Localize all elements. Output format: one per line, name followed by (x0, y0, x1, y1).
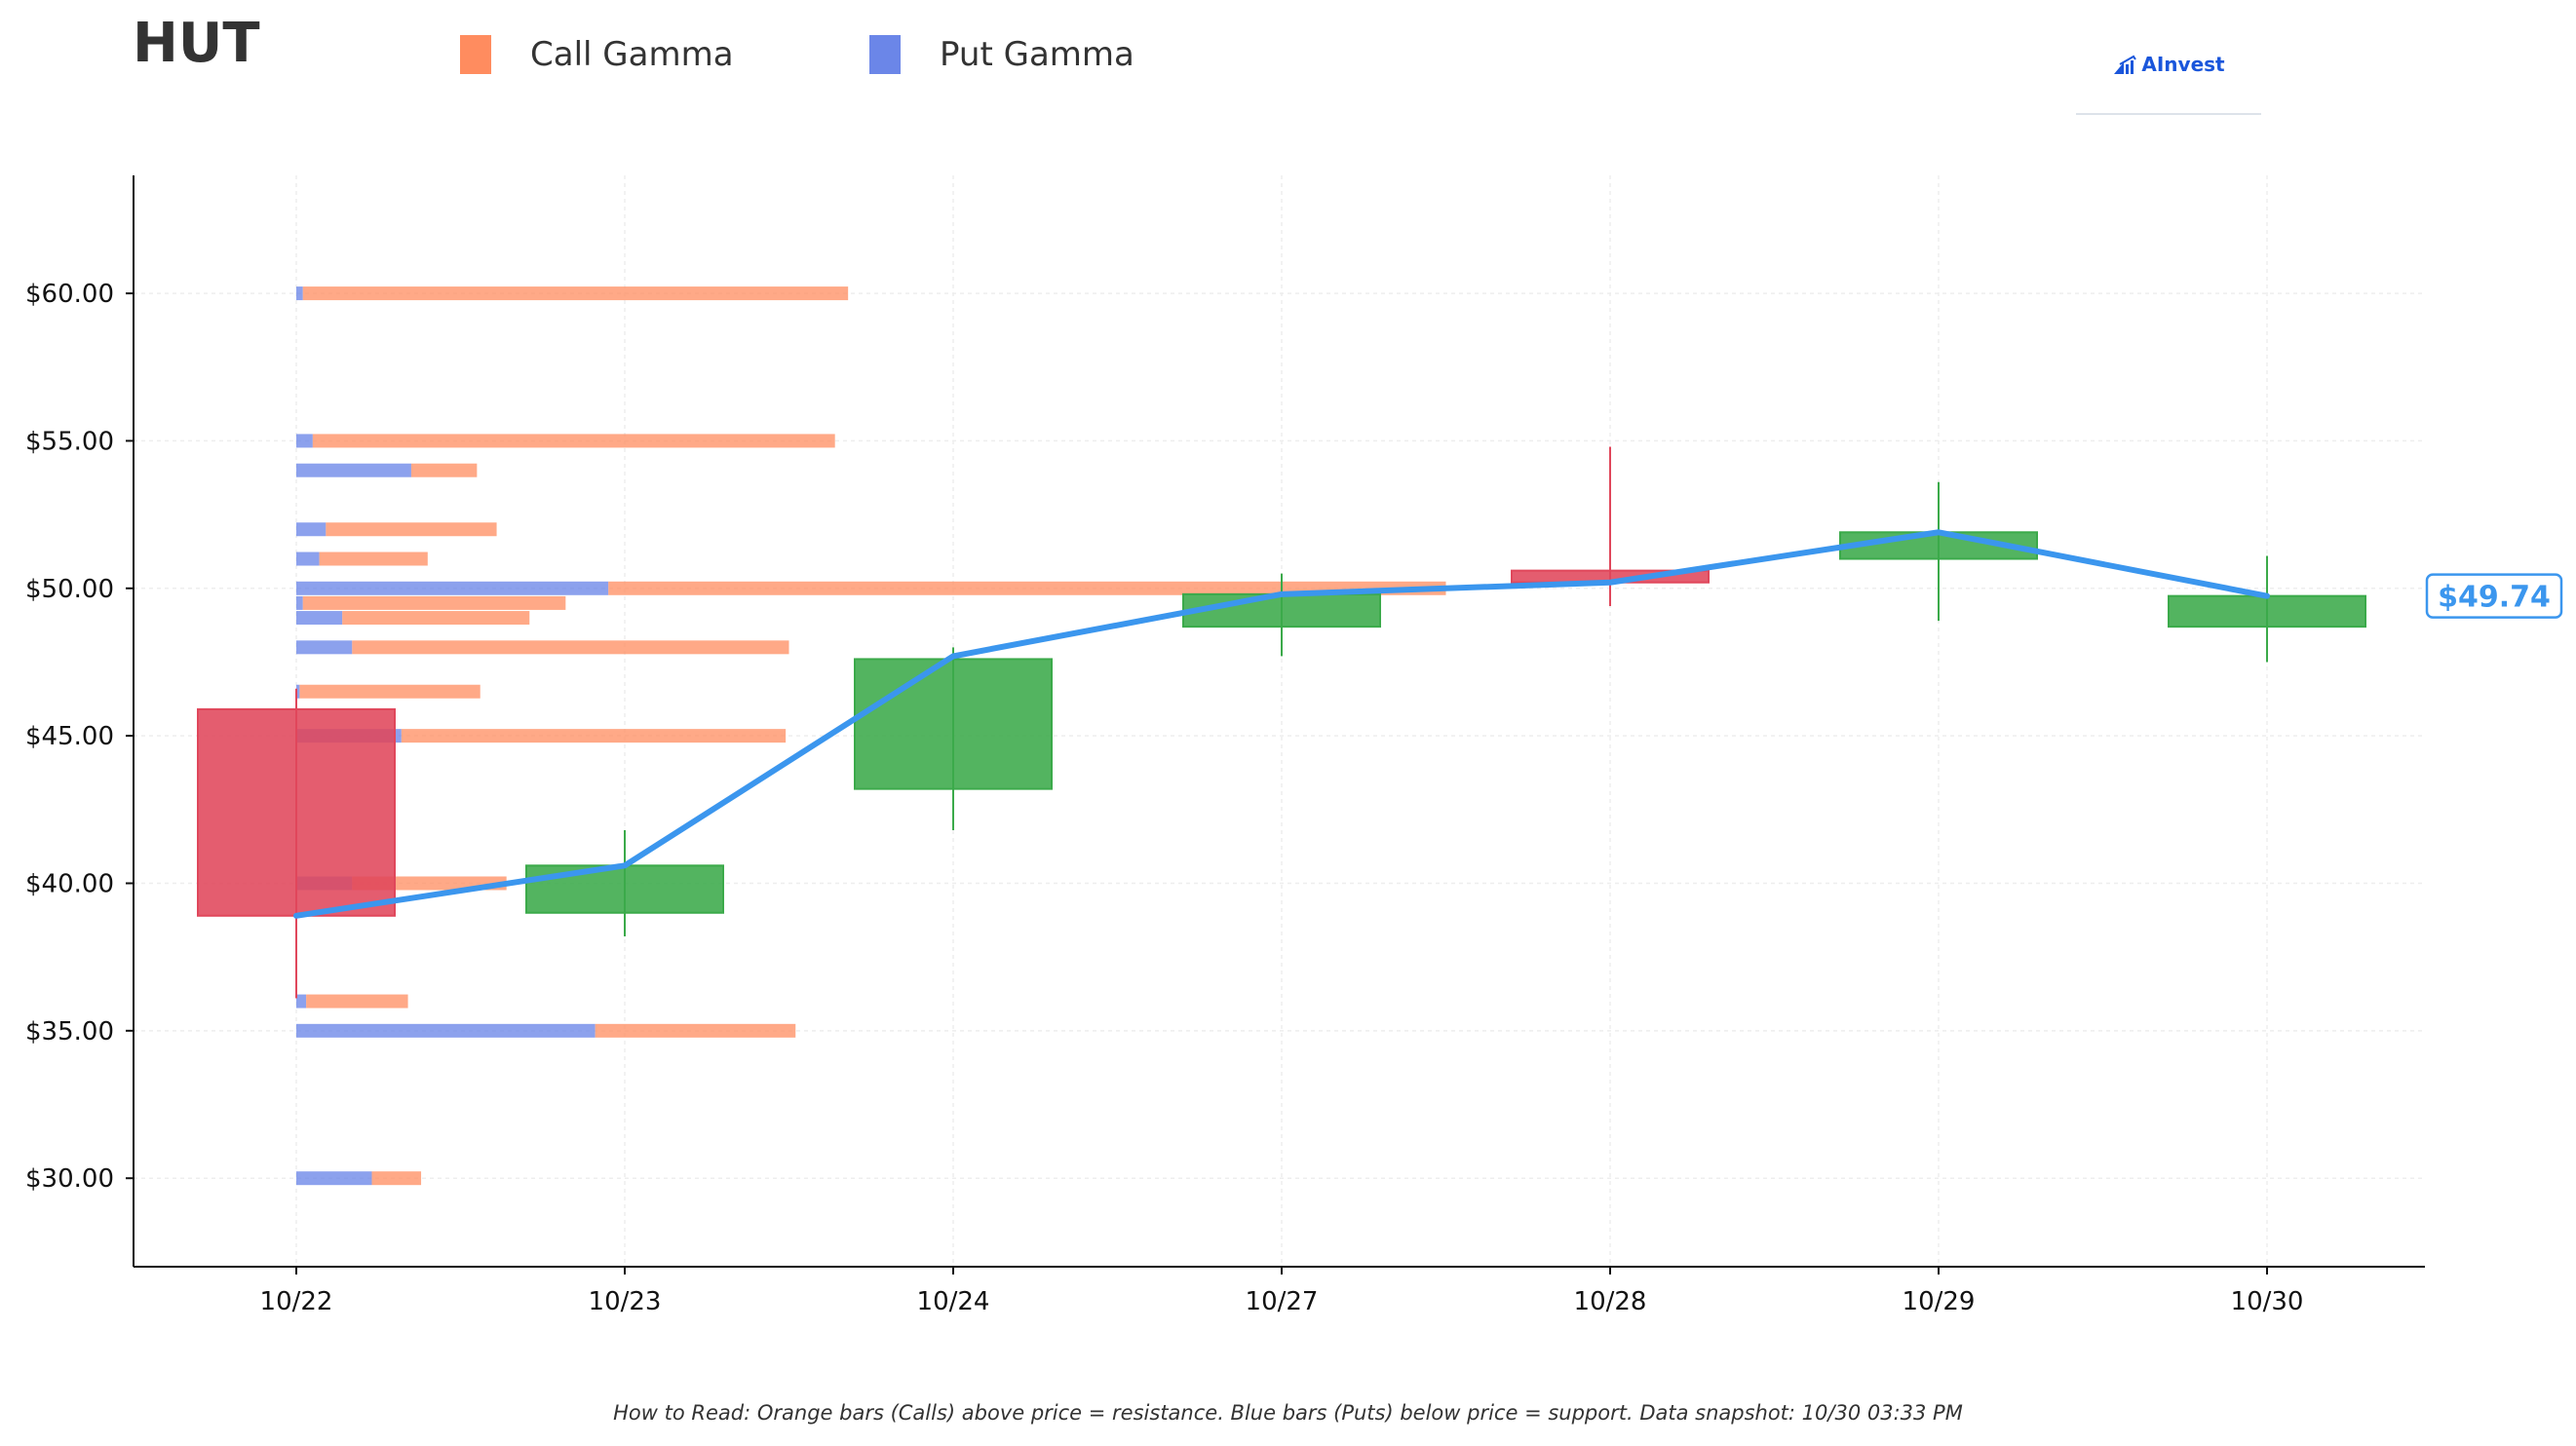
candle-body (197, 707, 396, 917)
grid-lines (134, 175, 2425, 1267)
call-gamma-bar (326, 522, 497, 537)
put-gamma-bar (296, 994, 307, 1008)
x-tick-label: 10/22 (260, 1287, 333, 1316)
y-tick-label: $55.00 (25, 427, 114, 456)
y-tick-label: $30.00 (25, 1164, 114, 1194)
candle-body (1182, 592, 1381, 628)
x-tick-label: 10/29 (1903, 1287, 1976, 1316)
price-label: $49.74 (2425, 573, 2563, 619)
put-gamma-bar (296, 1023, 596, 1038)
y-tick-label: $45.00 (25, 722, 114, 751)
call-gamma-bar (410, 463, 478, 477)
call-gamma-bar (302, 595, 566, 610)
close-price-line (293, 529, 2270, 919)
put-gamma-swatch (869, 35, 901, 74)
x-tick-label: 10/24 (917, 1287, 990, 1316)
x-tick-label: 10/30 (2231, 1287, 2304, 1316)
close-price-line (293, 529, 2270, 919)
candles (197, 446, 2366, 999)
ainvest-logo[interactable]: AInvest (2076, 49, 2261, 115)
chart-title: HUT (133, 12, 260, 75)
last-price-box (2425, 573, 2563, 619)
put-gamma-bar (296, 286, 303, 301)
put-gamma-bar (296, 1171, 372, 1186)
candle-body (854, 658, 1053, 790)
put-gamma-bar (296, 463, 411, 477)
y-tick-label: $35.00 (25, 1017, 114, 1046)
call-gamma-bar (352, 640, 789, 655)
put-gamma-bar (296, 611, 343, 626)
x-tick-label: 10/27 (1246, 1287, 1319, 1316)
put-gamma-bar (296, 684, 300, 699)
x-tick-label: 10/28 (1574, 1287, 1647, 1316)
ainvest-logo-icon (2114, 55, 2137, 74)
call-gamma-bar (342, 611, 530, 626)
gamma-price-chart: $30.00 $35.00 $40.00 $45.00 $50.00 $55.00 $60.… (25, 175, 2563, 1316)
candle-body (525, 864, 724, 914)
call-gamma-bar (312, 434, 835, 448)
last-price-label: $49.74 (2438, 581, 2551, 615)
y-tick-label: $40.00 (25, 869, 114, 898)
legend-put: Put Gamma (869, 35, 1134, 74)
candle-body (2168, 594, 2366, 628)
call-gamma-bar (299, 684, 481, 699)
call-gamma-bar (595, 1023, 796, 1038)
legend-call: Call Gamma (460, 35, 734, 74)
axes: $30.00 $35.00 $40.00 $45.00 $50.00 $55.00 $60.… (25, 175, 2425, 1316)
call-gamma-swatch (460, 35, 491, 74)
how-to-read-footnote: How to Read: Orange bars (Calls) above p… (613, 1401, 1963, 1425)
put-gamma-bar (296, 595, 303, 610)
legend-label-put: Put Gamma (940, 35, 1134, 74)
put-gamma-bar (296, 640, 353, 655)
logo-text: AInvest (2141, 53, 2225, 76)
call-gamma-bar (371, 1171, 422, 1186)
put-gamma-bar (296, 522, 327, 537)
legend-label-call: Call Gamma (530, 35, 734, 74)
put-gamma-bar (296, 434, 313, 448)
call-gamma-bar (302, 286, 849, 301)
put-gamma-bar (296, 552, 320, 566)
y-tick-label: $60.00 (25, 280, 114, 309)
x-tick-label: 10/23 (589, 1287, 662, 1316)
put-gamma-bar (296, 581, 609, 595)
call-gamma-bar (319, 552, 428, 566)
call-gamma-bar (306, 994, 408, 1008)
y-tick-label: $50.00 (25, 575, 114, 604)
call-gamma-bar (608, 581, 1446, 595)
call-gamma-bar (401, 729, 787, 743)
